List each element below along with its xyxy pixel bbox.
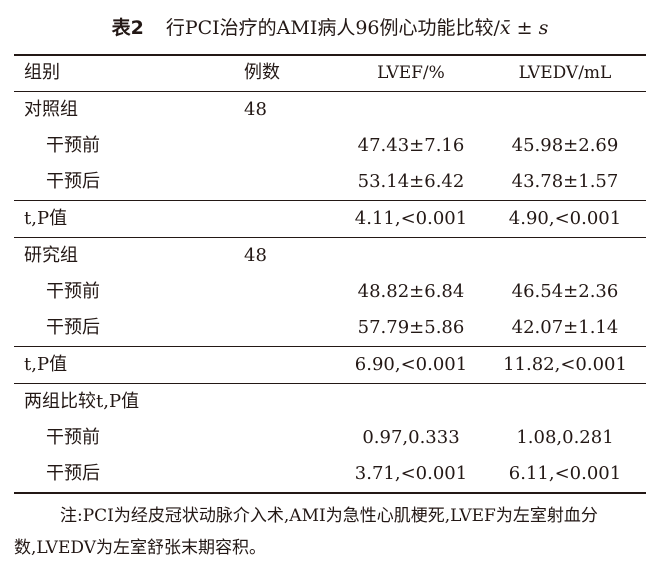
- table-row: 对照组 48: [14, 92, 646, 128]
- table-row: t,P值 6.90,<0.001 11.82,<0.001: [14, 347, 646, 383]
- row-stat-label: t,P值: [24, 208, 68, 229]
- table-number: 表2: [111, 17, 144, 39]
- row-lvef: 6.90,<0.001: [354, 354, 468, 375]
- stat-symbol: x̄ ± s: [499, 17, 549, 39]
- table-caption: 表2 行PCI治疗的AMI病人96例心功能比较/x̄ ± s: [0, 10, 660, 46]
- row-lvedv: 1.08,0.281: [516, 427, 614, 448]
- section-rule: [14, 200, 646, 201]
- row-lvef: 3.71,<0.001: [354, 463, 468, 484]
- row-lvef: 48.82±6.84: [357, 281, 465, 302]
- row-lvedv: 45.98±2.69: [511, 135, 619, 156]
- row-lvedv: 4.90,<0.001: [508, 208, 622, 229]
- header-count: 例数: [244, 62, 280, 83]
- row-lvedv: 43.78±1.57: [511, 171, 619, 192]
- section-rule: [14, 346, 646, 347]
- row-label: 干预前: [46, 427, 100, 448]
- row-lvedv: 46.54±2.36: [511, 281, 619, 302]
- table-row: 干预后 3.71,<0.001 6.11,<0.001: [14, 456, 646, 492]
- table-row: 干预后 57.79±5.86 42.07±1.14: [14, 310, 646, 346]
- row-lvedv: 42.07±1.14: [511, 317, 619, 338]
- row-lvedv: 11.82,<0.001: [503, 354, 627, 375]
- table-row: 干预前 0.97,0.333 1.08,0.281: [14, 420, 646, 456]
- row-lvedv: 6.11,<0.001: [508, 463, 622, 484]
- header-lvedv: LVEDV/mL: [518, 63, 612, 83]
- table-row: 干预前 48.82±6.84 46.54±2.36: [14, 274, 646, 310]
- top-rule: [14, 54, 646, 56]
- row-count: 48: [244, 99, 267, 120]
- row-group-label: 研究组: [24, 245, 78, 266]
- row-label: 干预后: [46, 463, 100, 484]
- row-group-label: 两组比较t,P值: [24, 391, 140, 412]
- row-lvef: 57.79±5.86: [357, 317, 465, 338]
- row-lvef: 0.97,0.333: [362, 427, 460, 448]
- row-label: 干预前: [46, 135, 100, 156]
- table-row: 两组比较t,P值: [14, 384, 646, 420]
- header-group: 组别: [24, 62, 60, 83]
- table-title: 行PCI治疗的AMI病人96例心功能比较/: [165, 17, 500, 39]
- section-rule: [14, 237, 646, 238]
- row-stat-label: t,P值: [24, 354, 68, 375]
- bottom-rule: [14, 492, 646, 494]
- table-row: 干预后 53.14±6.42 43.78±1.57: [14, 164, 646, 200]
- table-note: 注:PCI为经皮冠状动脉介入术,AMI为急性心肌梗死,LVEF为左室射血分数,L…: [14, 506, 598, 558]
- table-row: 研究组 48: [14, 238, 646, 274]
- row-lvef: 47.43±7.16: [357, 135, 465, 156]
- section-rule: [14, 383, 646, 384]
- header-lvef: LVEF/%: [377, 63, 445, 83]
- row-count: 48: [244, 245, 267, 266]
- row-lvef: 53.14±6.42: [357, 171, 465, 192]
- table-row: t,P值 4.11,<0.001 4.90,<0.001: [14, 201, 646, 237]
- header-rule: [14, 91, 646, 92]
- table-header: 组别 例数 LVEF/% LVEDV/mL: [14, 55, 646, 91]
- row-label: 干预前: [46, 281, 100, 302]
- row-group-label: 对照组: [24, 99, 78, 120]
- row-label: 干预后: [46, 171, 100, 192]
- row-lvef: 4.11,<0.001: [354, 208, 468, 229]
- table-row: 干预前 47.43±7.16 45.98±2.69: [14, 128, 646, 164]
- row-label: 干预后: [46, 317, 100, 338]
